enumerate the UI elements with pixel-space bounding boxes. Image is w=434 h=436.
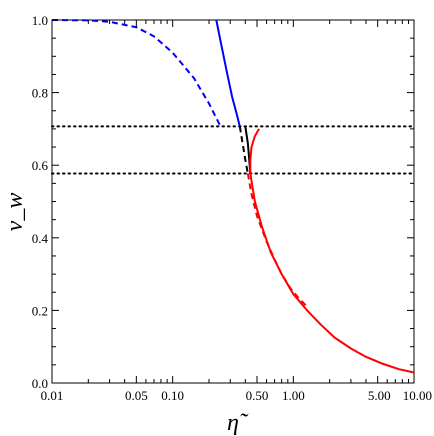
y-tick-label: 0.2	[32, 303, 48, 318]
series-line-1	[215, 19, 241, 127]
reference-lines	[51, 125, 415, 175]
series-line-2	[238, 126, 249, 174]
x-axis-label: η̃	[227, 410, 249, 436]
y-tick-label: 0.0	[32, 376, 48, 391]
y-axis-label: v_w	[2, 193, 28, 232]
y-tick-label: 0.6	[32, 158, 49, 173]
x-tick-label: 0.01	[41, 388, 64, 403]
y-tick-label: 0.4	[32, 231, 49, 246]
series-line-6	[249, 173, 415, 374]
y-tick-label: 1.0	[32, 13, 48, 28]
y-tick-label: 0.8	[32, 86, 48, 101]
series-line-5	[246, 173, 308, 308]
x-tick-label: 10.00	[403, 388, 432, 403]
x-axis: 0.01 0.05 0.10 0.50 1.00 5.00 10.00	[41, 20, 432, 403]
series-line-0	[51, 19, 222, 128]
series-line-4	[249, 128, 260, 174]
x-tick-label: 0.50	[246, 388, 269, 403]
plot-frame	[51, 19, 415, 384]
x-tick-label: 1.00	[282, 388, 305, 403]
x-tick-label: 0.05	[125, 388, 148, 403]
x-tick-label: 0.10	[161, 388, 184, 403]
x-tick-label: 5.00	[368, 388, 391, 403]
y-axis: 0.0 0.2 0.4 0.6 0.8 1.0	[32, 13, 414, 391]
series-layer	[51, 19, 415, 374]
